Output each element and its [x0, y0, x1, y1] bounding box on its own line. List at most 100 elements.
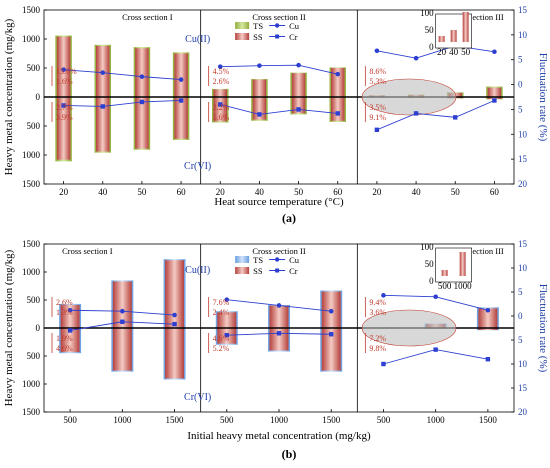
inset-bar [441, 270, 448, 276]
cu-rate-point [100, 70, 106, 75]
fluctuation-label: 1.6% [56, 77, 73, 86]
bar-cu-ss [478, 308, 498, 328]
fluctuation-label: 1.3% [56, 308, 73, 317]
legend-marker-cu [274, 257, 280, 262]
y-tick-label: 500 [27, 63, 41, 73]
cu-rate-point [433, 294, 438, 300]
y-tick-label: 500 [27, 295, 41, 305]
cr-rate-point [218, 102, 223, 107]
bar-cr-ss [165, 328, 185, 379]
x-tick-label: 40 [412, 187, 422, 197]
cr-rate-point [120, 319, 125, 324]
fluctuation-label: 9.8% [369, 344, 386, 353]
section-title: Cross section III [448, 246, 504, 256]
cu-rate-line [220, 64, 338, 75]
legend-label-ss: SS [253, 266, 263, 276]
inset-x-tick: 500 [438, 281, 452, 291]
bar-cu-ss [60, 305, 80, 328]
y-tick-label: 0 [36, 92, 41, 102]
cr-rate-point [381, 361, 386, 367]
inset-bar [450, 30, 457, 42]
annotation-cu: Cu(II) [185, 265, 210, 276]
x-tick-label: 500 [63, 415, 77, 425]
cr-rate-line [376, 100, 495, 131]
bar-cr-ss [112, 328, 132, 371]
y2-axis-label: Fluctuation rate (%) [537, 53, 549, 142]
fluctuation-label: 5.3% [369, 77, 386, 86]
cr-rate-point [492, 98, 497, 103]
y-tick-label: 1000 [22, 267, 41, 277]
x-tick-label: 1500 [166, 415, 185, 425]
legend-swatch-ss [235, 33, 250, 40]
bar-cu-ss [217, 312, 237, 328]
bar-cu-ss [291, 73, 306, 97]
bar-cu-ss [112, 281, 132, 328]
fluctuation-label: 4.6% [213, 334, 230, 343]
cu-rate-point [217, 64, 223, 69]
cr-rate-point [224, 333, 229, 338]
y2-tick-label: 10 [518, 30, 528, 40]
legend-swatch-ts [235, 22, 250, 29]
bar-cu-ss [56, 36, 71, 97]
x-tick-label: 1000 [427, 415, 446, 425]
cu-rate-point [413, 55, 419, 61]
fluctuation-label: 5.6% [213, 113, 230, 122]
x-tick-label: 60 [333, 187, 343, 197]
fluctuation-label: 5.2% [213, 344, 230, 353]
section-title: Cross section I [122, 12, 173, 22]
cu-rate-point [172, 312, 177, 318]
cu-rate-point [178, 77, 184, 82]
cr-rate-point [178, 98, 184, 103]
fluctuation-label: 8.6% [369, 67, 386, 76]
x-tick-label: 20 [59, 187, 69, 197]
fluctuation-label: 9.4% [369, 298, 386, 307]
cr-rate-point [67, 328, 73, 333]
cr-rate-point [329, 332, 334, 337]
x-tick-label: 60 [490, 187, 500, 197]
fluctuation-label: 7.6% [213, 298, 230, 307]
cr-rate-point [276, 331, 282, 336]
bar-cr-ss [96, 97, 110, 152]
cr-rate-point [296, 107, 301, 112]
annotation-cu: Cu(II) [185, 34, 210, 45]
bar-cu-ss [269, 305, 289, 328]
inset-y-tick: 100 [420, 8, 434, 18]
cu-rate-point [61, 67, 66, 72]
cr-rate-point [453, 115, 458, 120]
section-title: Cross section II [252, 12, 306, 22]
y2-tick-label: 5 [518, 55, 523, 65]
cr-rate-line [220, 104, 338, 115]
y2-tick-label: 10 [518, 129, 528, 139]
cr-rate-point [485, 357, 491, 362]
y2-tick-label: 20 [518, 407, 528, 417]
x-tick-label: 50 [294, 187, 304, 197]
cr-rate-point [139, 99, 145, 105]
panel-label: (a) [282, 211, 296, 225]
inset-frame [435, 247, 472, 283]
y2-tick-label: 0 [518, 311, 523, 321]
fluctuation-label: 3.5% [369, 103, 386, 112]
fluctuation-label: 9.1% [369, 113, 386, 122]
inset-y-tick: 0 [429, 42, 434, 52]
y-tick-label: 1500 [22, 239, 41, 249]
y-tick-label: 1000 [22, 379, 41, 389]
section-title: Cross section I [62, 246, 113, 256]
inset-y-tick: 0 [429, 276, 434, 286]
x-tick-label: 1500 [479, 415, 498, 425]
panel-a: 150010005000500100015001510505101520Cros… [3, 5, 549, 225]
x-tick-label: 50 [137, 187, 147, 197]
bar-cu-ss [487, 87, 502, 97]
y2-tick-label: 10 [518, 263, 528, 273]
x-tick-label: 1000 [113, 415, 132, 425]
y-tick-label: 500 [27, 351, 41, 361]
bar-cr-ss [60, 328, 80, 353]
bar-cr-ss [174, 97, 188, 139]
y2-tick-label: 5 [518, 335, 523, 345]
fluctuation-label: 2.6% [56, 298, 73, 307]
bar-cr-ss [56, 97, 71, 160]
cu-rate-point [67, 307, 73, 313]
fluctuation-label: 2.6% [213, 77, 230, 86]
fluctuation-label: 3.6% [369, 308, 386, 317]
legend-label-cu: Cu [289, 21, 300, 31]
